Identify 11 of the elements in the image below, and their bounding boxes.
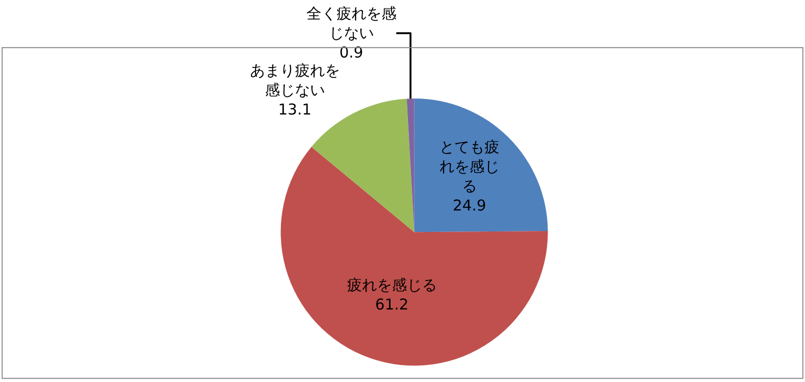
data-label: 0.9	[339, 44, 364, 62]
data-label: 61.2	[375, 296, 409, 314]
slice-label: 疲れを感じる	[346, 276, 437, 294]
slice-label: あまり疲れを感じない	[250, 62, 340, 100]
data-label: 13.1	[278, 100, 312, 119]
slice-label: とても疲れを感じる	[439, 138, 500, 196]
pie-slice	[311, 98, 414, 232]
data-label: 24.9	[452, 196, 486, 215]
pie-slice	[414, 98, 548, 232]
pie-slice	[406, 98, 414, 232]
slice-label: 全く疲れを感じない	[306, 4, 396, 42]
